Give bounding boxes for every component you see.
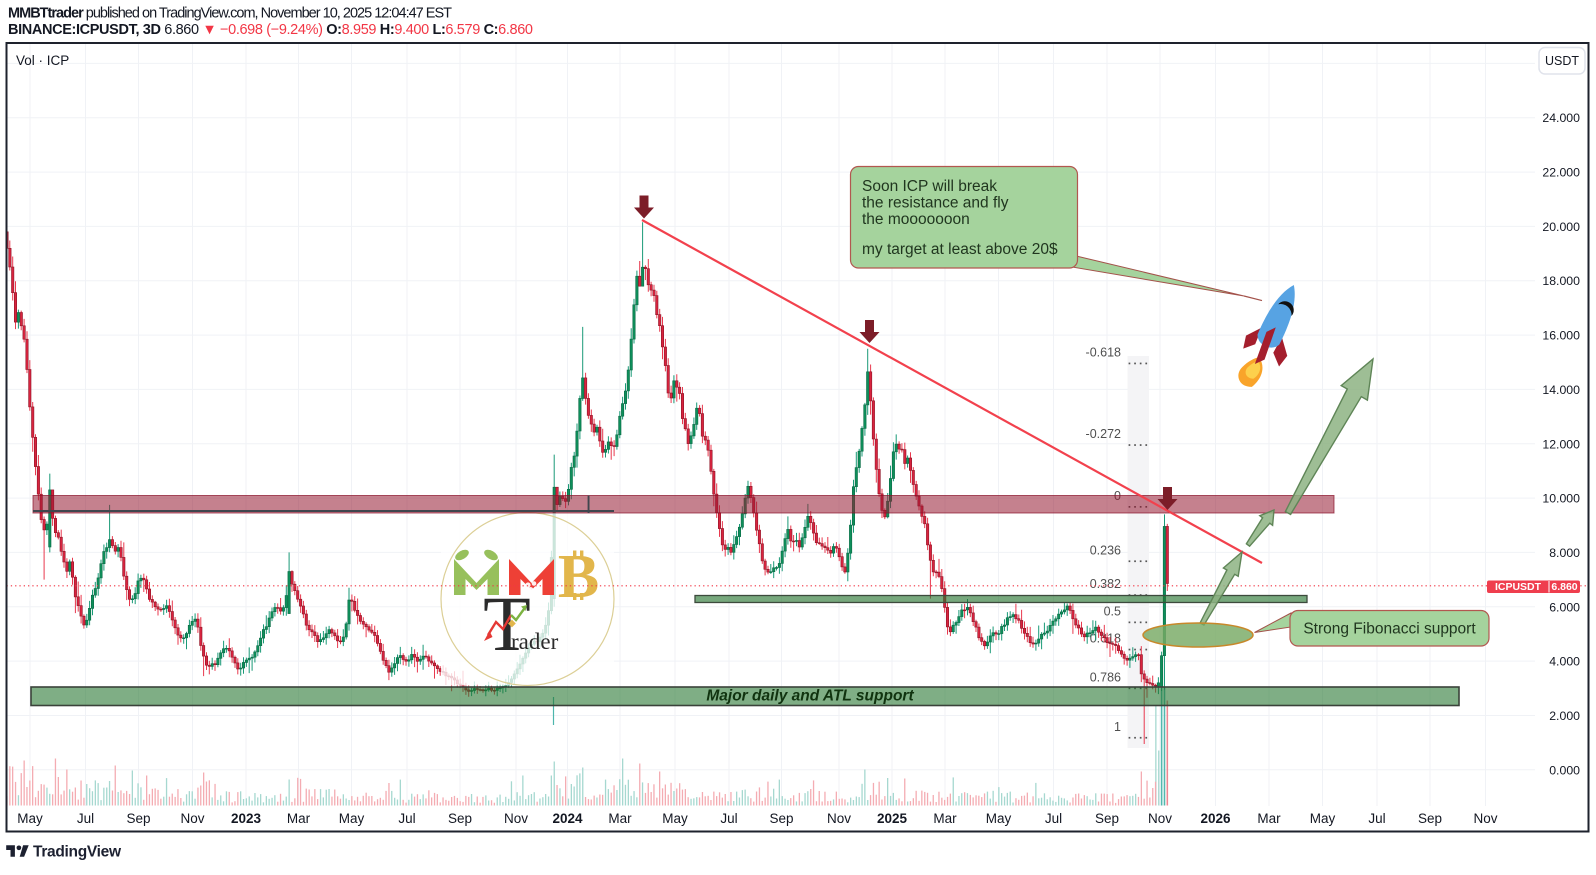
- svg-text:May: May: [986, 811, 1012, 826]
- svg-text:8.000: 8.000: [1549, 546, 1580, 560]
- svg-text:Sep: Sep: [1418, 811, 1442, 826]
- svg-text:-0.618: -0.618: [1086, 346, 1121, 360]
- svg-text:12.000: 12.000: [1542, 437, 1580, 451]
- svg-text:24.000: 24.000: [1542, 111, 1580, 125]
- svg-text:Jul: Jul: [1045, 811, 1062, 826]
- svg-text:Sep: Sep: [448, 811, 472, 826]
- svg-text:0.382: 0.382: [1090, 577, 1121, 591]
- svg-text:B: B: [558, 543, 599, 611]
- svg-text:2026: 2026: [1200, 811, 1231, 826]
- svg-text:0.5: 0.5: [1104, 605, 1121, 619]
- svg-text:TradingView: TradingView: [33, 844, 122, 861]
- svg-text:Sep: Sep: [769, 811, 793, 826]
- svg-text:Jul: Jul: [77, 811, 94, 826]
- svg-text:0.236: 0.236: [1090, 543, 1121, 557]
- svg-text:Sep: Sep: [1095, 811, 1119, 826]
- svg-text:the resistance and fly: the resistance and fly: [862, 195, 1009, 212]
- svg-text:Nov: Nov: [504, 811, 528, 826]
- svg-text:BINANCE:ICPUSDT, 3D 6.860 ▼ −: BINANCE:ICPUSDT, 3D 6.860 ▼ −0.698 (−9.2…: [8, 22, 533, 38]
- svg-text:22.000: 22.000: [1542, 166, 1580, 180]
- svg-text:0.000: 0.000: [1549, 763, 1580, 777]
- svg-text:MMBTtrader published on Tradin: MMBTtrader published on TradingView.com,…: [8, 6, 452, 22]
- svg-text:Vol · ICP: Vol · ICP: [16, 53, 69, 68]
- svg-text:May: May: [339, 811, 365, 826]
- svg-text:1: 1: [1114, 720, 1121, 734]
- svg-text:Jul: Jul: [720, 811, 737, 826]
- svg-text:14.000: 14.000: [1542, 383, 1580, 397]
- svg-text:0.618: 0.618: [1090, 632, 1121, 646]
- svg-text:Major daily and ATL support: Major daily and ATL support: [706, 688, 914, 705]
- svg-text:0.786: 0.786: [1090, 671, 1121, 685]
- svg-text:May: May: [662, 811, 688, 826]
- svg-text:Mar: Mar: [608, 811, 632, 826]
- svg-text:Strong Fibonacci support: Strong Fibonacci support: [1303, 621, 1476, 638]
- svg-text:USDT: USDT: [1545, 54, 1579, 68]
- svg-text:Nov: Nov: [827, 811, 851, 826]
- svg-text:-0.272: -0.272: [1086, 427, 1121, 441]
- svg-text:the mooooooon: the mooooooon: [862, 211, 970, 228]
- svg-text:2024: 2024: [552, 811, 583, 826]
- svg-text:2.000: 2.000: [1549, 709, 1580, 723]
- svg-text:18.000: 18.000: [1542, 274, 1580, 288]
- svg-text:Mar: Mar: [933, 811, 957, 826]
- svg-text:Jul: Jul: [1368, 811, 1385, 826]
- svg-text:rader: rader: [511, 629, 559, 654]
- svg-text:Jul: Jul: [398, 811, 415, 826]
- svg-text:May: May: [1310, 811, 1336, 826]
- svg-text:Mar: Mar: [1257, 811, 1281, 826]
- svg-text:Nov: Nov: [180, 811, 204, 826]
- svg-text:2025: 2025: [877, 811, 908, 826]
- svg-text:2023: 2023: [231, 811, 262, 826]
- svg-text:20.000: 20.000: [1542, 220, 1580, 234]
- svg-text:Sep: Sep: [126, 811, 150, 826]
- svg-text:6.860: 6.860: [1551, 581, 1577, 593]
- svg-text:Nov: Nov: [1473, 811, 1497, 826]
- svg-text:16.000: 16.000: [1542, 329, 1580, 343]
- svg-text:4.000: 4.000: [1549, 655, 1580, 669]
- svg-text:10.000: 10.000: [1542, 492, 1580, 506]
- svg-text:Nov: Nov: [1148, 811, 1172, 826]
- svg-text:May: May: [17, 811, 43, 826]
- svg-text:Soon ICP will break: Soon ICP will break: [862, 178, 997, 195]
- svg-text:6.000: 6.000: [1549, 600, 1580, 614]
- svg-text:Mar: Mar: [287, 811, 311, 826]
- svg-text:my target at least above 20$: my target at least above 20$: [862, 241, 1058, 258]
- svg-text:ICPUSDT: ICPUSDT: [1495, 581, 1542, 593]
